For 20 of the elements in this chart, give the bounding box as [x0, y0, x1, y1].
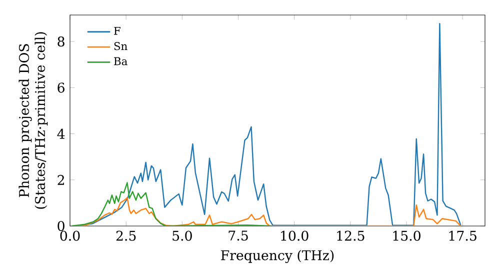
x-tick-label: 10.0: [281, 230, 308, 241]
x-axis-title: Frequency (THz): [221, 250, 334, 264]
x-tick-label: 7.5: [228, 230, 248, 241]
legend-label: Ba: [114, 57, 128, 66]
y-tick-label: 4: [57, 128, 65, 139]
x-tick-label: 2.5: [116, 230, 136, 241]
x-tick-label: 12.5: [337, 230, 364, 241]
y-tick-label: 6: [58, 82, 64, 93]
y-tick-label: 2: [58, 174, 64, 185]
x-tick-label: 17.5: [449, 230, 476, 241]
x-tick-label: 5.0: [172, 230, 192, 241]
x-tick-label: 0.0: [60, 230, 80, 241]
y-axis-title: Phonon projected DOS (States/THz·primitive cell): [18, 32, 48, 209]
line-series: [76, 197, 462, 226]
y-tick-label: 0: [58, 220, 64, 232]
legend-label: Sn: [114, 42, 128, 50]
line-series: [70, 182, 272, 226]
x-tick-label: 15.0: [393, 230, 420, 241]
legend-label: F: [114, 26, 120, 35]
y-tick-label: 8: [58, 36, 64, 47]
